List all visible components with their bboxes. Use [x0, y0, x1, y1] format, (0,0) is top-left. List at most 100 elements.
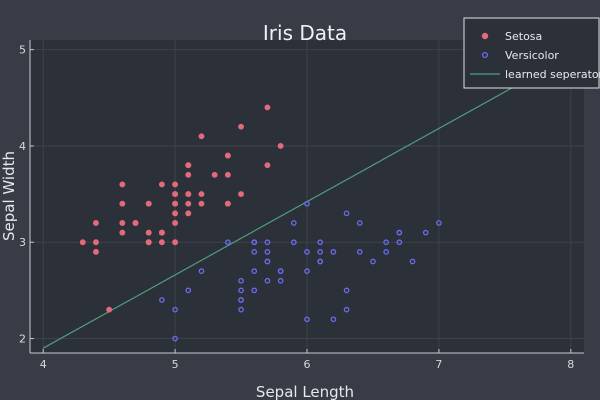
- setosa-point: [185, 191, 192, 198]
- setosa-point: [119, 220, 126, 226]
- versicolor-point: [356, 249, 363, 255]
- separator-line-layer: [42, 87, 512, 349]
- legend-marker-versicolor: [481, 51, 489, 59]
- versicolor-point: [304, 249, 310, 255]
- versicolor-point: [185, 287, 192, 294]
- versicolor-point: [238, 297, 244, 303]
- versicolor-point: [383, 239, 389, 246]
- setosa-point: [238, 123, 244, 130]
- x-tick-label: 6: [304, 358, 311, 371]
- legend: Setosa Versicolor learned seperator: [463, 17, 600, 89]
- versicolor-point: [251, 287, 258, 294]
- versicolor-point: [343, 287, 350, 294]
- versicolor-point: [317, 239, 324, 246]
- legend-label-versicolor: Versicolor: [505, 49, 559, 62]
- setosa-point: [185, 210, 192, 217]
- versicolor-point: [343, 210, 350, 217]
- y-tick-label: 4: [19, 140, 26, 153]
- chart-title: Iris Data: [263, 21, 347, 45]
- setosa-point: [224, 200, 231, 207]
- versicolor-point: [304, 200, 310, 207]
- y-tick-label: 2: [19, 333, 26, 346]
- versicolor-point: [330, 316, 337, 323]
- x-axis-title: Sepal Length: [256, 383, 354, 400]
- setosa-point: [145, 200, 152, 207]
- versicolor-point: [264, 277, 271, 284]
- setosa-point: [158, 181, 165, 188]
- setosa-point: [264, 104, 271, 111]
- versicolor-point: [396, 229, 403, 236]
- setosa-point: [277, 142, 284, 149]
- setosa-point: [172, 239, 179, 246]
- versicolor-point: [238, 306, 244, 313]
- versicolor-point: [238, 287, 244, 294]
- versicolor-point: [172, 306, 178, 313]
- setosa-point: [172, 181, 179, 188]
- versicolor-point: [277, 277, 284, 284]
- legend-label-separator: learned seperator: [505, 68, 600, 81]
- versicolor-point: [225, 239, 231, 246]
- versicolor-point: [317, 258, 324, 265]
- versicolor-point: [370, 258, 376, 265]
- setosa-point: [158, 229, 165, 236]
- setosa-point: [119, 181, 126, 188]
- y-tick-label: 5: [19, 44, 26, 57]
- versicolor-point: [383, 249, 389, 255]
- versicolor-point: [251, 268, 258, 274]
- versicolor-point: [277, 268, 284, 274]
- versicolor-point: [251, 239, 258, 246]
- versicolor-point: [264, 239, 271, 246]
- setosa-point: [238, 191, 244, 198]
- setosa-point: [224, 152, 231, 159]
- versicolor-point: [198, 268, 205, 274]
- y-tick-label: 3: [19, 236, 26, 249]
- versicolor-point: [290, 239, 297, 246]
- setosa-point: [185, 200, 192, 207]
- versicolor-point: [343, 306, 350, 313]
- setosa-point: [172, 210, 179, 217]
- setosa-point: [93, 220, 99, 226]
- points-layer: [79, 104, 442, 342]
- setosa-point: [132, 220, 139, 226]
- setosa-point: [79, 239, 86, 246]
- versicolor-point: [159, 297, 165, 303]
- axis-layer: 4 5 6 7 8 2 3 4 5: [19, 40, 584, 371]
- setosa-point: [264, 162, 271, 169]
- setosa-point: [172, 220, 179, 226]
- setosa-point: [198, 133, 205, 140]
- versicolor-point: [251, 249, 258, 255]
- x-tick-label: 7: [435, 358, 442, 371]
- setosa-point: [145, 229, 152, 236]
- setosa-point: [145, 239, 152, 246]
- setosa-point: [119, 200, 126, 207]
- setosa-point: [185, 171, 192, 178]
- x-tick-label: 5: [172, 358, 179, 371]
- setosa-point: [158, 239, 165, 246]
- versicolor-point: [172, 335, 178, 342]
- setosa-point: [224, 171, 231, 178]
- setosa-point: [185, 162, 192, 169]
- versicolor-point: [396, 239, 403, 246]
- versicolor-point: [290, 220, 297, 226]
- setosa-point: [172, 191, 179, 198]
- setosa-point: [119, 229, 126, 236]
- versicolor-point: [436, 220, 442, 226]
- legend-label-setosa: Setosa: [505, 30, 542, 43]
- x-tick-label: 8: [567, 358, 574, 371]
- versicolor-point: [304, 268, 310, 274]
- versicolor-point: [238, 277, 244, 284]
- setosa-point: [172, 200, 179, 207]
- versicolor-point: [264, 249, 271, 255]
- x-tick-label: 4: [40, 358, 47, 371]
- setosa-point: [93, 239, 99, 246]
- setosa-point: [211, 171, 218, 178]
- versicolor-point: [356, 220, 363, 226]
- setosa-point: [198, 200, 205, 207]
- setosa-point: [106, 306, 113, 313]
- versicolor-point: [317, 249, 324, 255]
- versicolor-point: [330, 249, 337, 255]
- versicolor-point: [422, 229, 429, 236]
- versicolor-point: [409, 258, 416, 265]
